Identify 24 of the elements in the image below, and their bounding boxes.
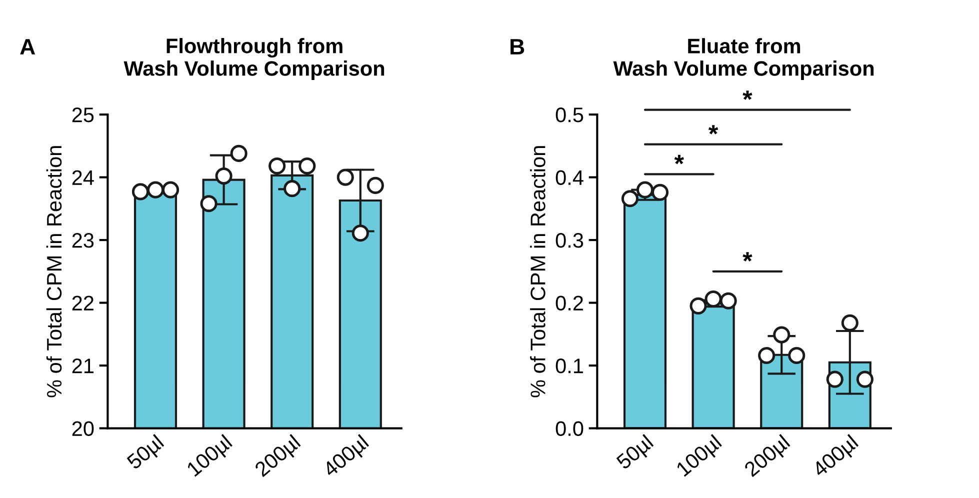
y-axis-title: % of Total CPM in Reaction [46,146,62,398]
y-tick-label: 25 [72,108,94,122]
annotation: * [708,125,718,134]
y-tick-label: 0.0 [556,421,584,436]
annotation: * [674,154,684,164]
y-tick-label: 0.4 [556,170,584,186]
x-tick-label: 50µl [126,434,167,474]
y-tick-label: 24 [72,170,94,185]
chart-title: Eluate from Wash Volume Comparison [613,38,874,80]
y-tick-label: 22 [72,296,94,310]
y-axis-title: % of Total CPM in Reaction [530,146,546,398]
y-tick-label: 20 [72,421,94,436]
y-tick-label: 0.2 [556,296,583,311]
x-tick-label: 50µl [615,434,656,474]
y-tick-label: 21 [72,358,94,374]
annotation: * [742,252,752,262]
chart-title: Flowthrough from Wash Volume Comparison [124,38,384,80]
y-tick-label: 23 [72,233,94,248]
text: * [742,90,752,100]
y-tick-label: 0.1 [556,358,583,374]
y-tick-label: 0.5 [556,108,584,122]
text: B [510,39,524,54]
y-tick-label: 0.3 [556,233,584,248]
text: A [20,39,36,54]
